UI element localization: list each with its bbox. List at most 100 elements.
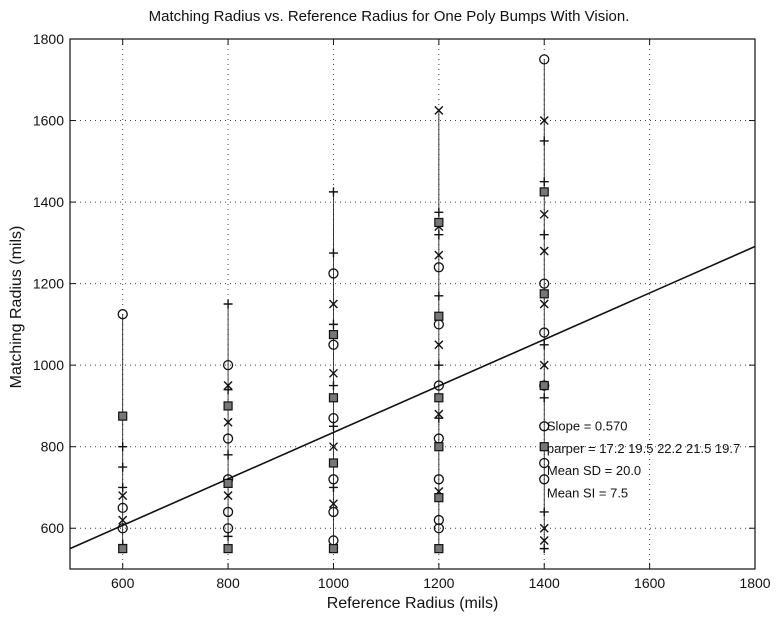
plus-marker: [434, 291, 444, 301]
data-points: [117, 54, 550, 554]
plus-marker: [223, 299, 233, 309]
x-marker: [328, 299, 338, 309]
x-marker: [539, 209, 549, 219]
plus-marker: [118, 482, 128, 492]
circle-marker: [539, 327, 550, 338]
square-marker: [328, 458, 339, 468]
x-marker: [539, 246, 549, 256]
x-tick-label: 1800: [739, 575, 770, 591]
x-axis-label: Reference Radius (mils): [326, 595, 499, 612]
x-marker: [118, 491, 128, 501]
circle-marker: [539, 474, 550, 485]
square-marker: [434, 442, 444, 452]
plus-marker: [118, 442, 128, 452]
square-marker: [328, 393, 339, 403]
annotation-text: Slope = 0.570: [547, 418, 628, 433]
plus-marker: [434, 207, 444, 217]
circle-marker: [222, 506, 234, 518]
plus-marker: [434, 360, 444, 370]
plus-marker: [539, 544, 549, 554]
plus-marker: [434, 230, 444, 240]
square-marker: [223, 401, 233, 411]
annotations: Slope = 0.570 parper = 17.2 19.5 22.2 21.…: [547, 418, 740, 500]
y-tick-label: 1200: [33, 276, 64, 292]
circle-marker: [539, 421, 550, 432]
y-tick-label: 1400: [33, 194, 64, 210]
chart-title: Matching Radius vs. Reference Radius for…: [148, 8, 630, 25]
circle-marker: [328, 506, 339, 518]
plus-marker: [118, 462, 128, 472]
circle-marker: [433, 380, 444, 391]
annotation-text: Mean SD = 20.0: [547, 463, 641, 478]
x-marker: [328, 368, 338, 378]
y-tick-label: 1800: [33, 31, 64, 47]
plus-marker: [539, 177, 549, 187]
plus-marker: [328, 319, 338, 329]
plus-marker: [223, 450, 233, 460]
plus-marker: [328, 248, 338, 258]
plus-marker: [539, 340, 549, 350]
square-marker: [223, 478, 233, 488]
circle-marker: [433, 514, 444, 526]
square-marker: [328, 329, 339, 340]
y-axis-label: Matching Radius (mils): [8, 225, 25, 389]
x-marker: [434, 250, 444, 260]
circle-marker: [117, 309, 128, 320]
square-marker: [434, 217, 444, 228]
x-marker: [539, 535, 549, 545]
plus-marker: [223, 385, 233, 395]
x-tick-label: 600: [111, 575, 135, 591]
x-marker: [223, 491, 233, 501]
grid-lines: [70, 39, 755, 569]
square-marker: [434, 544, 444, 554]
annotation-text: Mean SI = 7.5: [547, 486, 628, 501]
circle-marker: [433, 262, 444, 273]
square-marker: [539, 442, 549, 452]
fit-line-layer: [70, 245, 755, 550]
x-tick-label: 1400: [529, 575, 560, 591]
plus-marker: [328, 421, 338, 431]
square-marker: [118, 544, 128, 554]
circle-marker: [539, 278, 550, 289]
axis-ticks: 600 800 1000 1200 1400 1600 1800 600 800 1000 1200…: [33, 31, 771, 591]
square-marker: [434, 493, 444, 503]
plus-marker: [328, 187, 338, 197]
square-marker: [539, 289, 549, 299]
x-tick-label: 1200: [423, 575, 454, 591]
y-tick-label: 800: [41, 439, 65, 455]
x-tick-label: 1600: [634, 575, 665, 591]
plot-frame: [69, 38, 756, 570]
x-marker: [434, 105, 444, 115]
square-marker: [223, 544, 233, 554]
square-marker: [328, 544, 339, 554]
x-tick-label: 1000: [318, 575, 349, 591]
plus-marker: [539, 393, 549, 403]
plus-marker: [539, 507, 549, 517]
x-marker: [328, 442, 338, 452]
x-marker: [539, 523, 549, 533]
circle-marker: [222, 433, 234, 444]
circle-marker: [433, 523, 444, 534]
x-marker: [539, 360, 549, 370]
square-marker: [539, 187, 549, 197]
y-tick-label: 1600: [33, 113, 64, 129]
x-marker: [328, 499, 338, 509]
circle-marker: [539, 54, 550, 65]
plus-marker: [328, 482, 338, 492]
circle-marker: [328, 268, 339, 279]
circle-marker: [328, 339, 339, 350]
circle-marker: [117, 523, 128, 534]
x-marker: [434, 340, 444, 350]
y-tick-label: 1000: [33, 357, 64, 373]
square-marker: [434, 393, 444, 403]
regression-line: [70, 245, 755, 550]
x-marker: [539, 116, 549, 126]
circle-marker: [117, 502, 128, 513]
square-marker: [434, 311, 444, 321]
circle-marker: [433, 474, 444, 485]
plus-marker: [434, 413, 444, 423]
circle-marker: [222, 360, 234, 371]
square-marker: [118, 411, 128, 421]
